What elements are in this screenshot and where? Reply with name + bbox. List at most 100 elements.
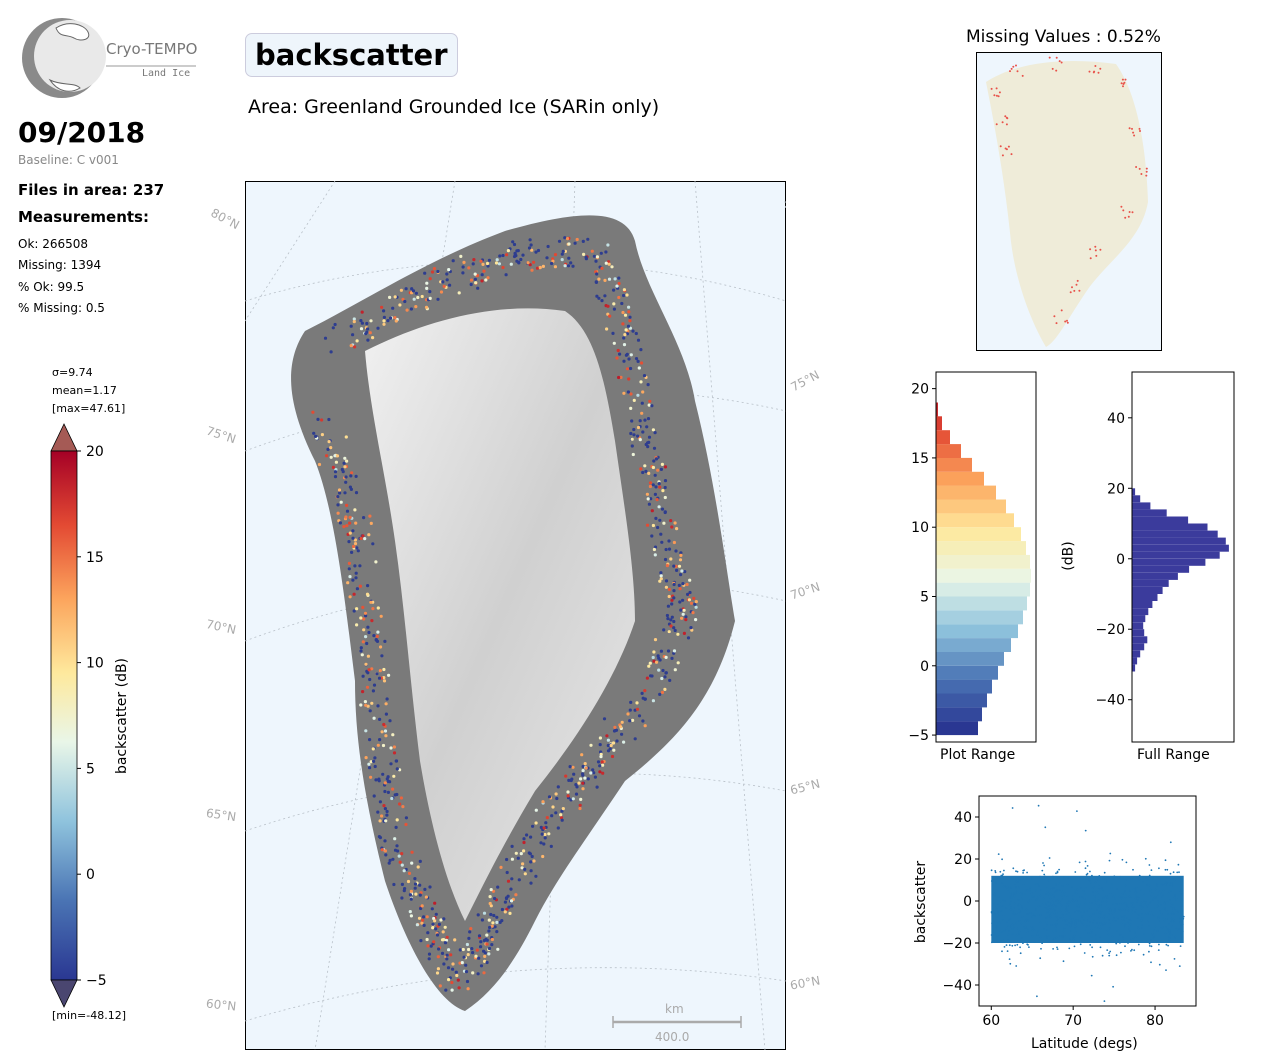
lat-label-right: 65°N — [788, 776, 822, 798]
baseline-text: Baseline: C v001 — [18, 153, 119, 167]
scatter-point — [1101, 899, 1104, 902]
track-point — [327, 440, 331, 444]
histogram-bar — [1132, 664, 1136, 672]
missing-point — [995, 94, 998, 97]
track-point — [400, 896, 404, 900]
scatter-point — [1052, 904, 1055, 907]
scatter-point — [1075, 892, 1078, 895]
scatter-point — [1025, 908, 1028, 911]
track-point — [688, 578, 692, 582]
track-point — [509, 262, 513, 266]
track-point — [333, 475, 338, 479]
track-point — [447, 948, 451, 952]
track-point — [664, 547, 668, 552]
track-point — [636, 425, 641, 430]
track-point — [503, 900, 507, 904]
x-tick-label: 60 — [982, 1013, 1000, 1029]
track-point — [510, 844, 514, 849]
scatter-point — [1013, 925, 1016, 928]
scatter-point — [1076, 888, 1079, 891]
scatter-point — [1082, 896, 1085, 898]
scatter-point — [1101, 954, 1104, 957]
track-point — [359, 536, 363, 541]
scatter-point — [1172, 908, 1175, 911]
track-point — [637, 366, 641, 370]
scatter-point — [1069, 924, 1072, 927]
histogram-frame — [935, 371, 1037, 743]
scatter-point — [1019, 952, 1022, 955]
scatter-point — [1055, 915, 1058, 918]
scatter-point — [1123, 918, 1125, 921]
track-point — [652, 547, 656, 552]
scatter-point — [1176, 871, 1179, 874]
scatter-point — [1069, 902, 1072, 905]
track-point — [582, 252, 586, 256]
scatter-point — [990, 869, 993, 872]
scatter-point — [1143, 932, 1145, 935]
track-point — [374, 778, 378, 782]
scatter-point — [1026, 920, 1029, 923]
track-point — [378, 738, 382, 742]
track-point — [529, 881, 533, 885]
y-tick-label: 10 — [911, 520, 929, 536]
histogram-bar — [936, 499, 1006, 514]
track-point — [667, 594, 671, 599]
track-point — [365, 321, 369, 326]
track-point — [667, 547, 672, 551]
scatter-point — [1175, 899, 1177, 902]
missing-point — [1069, 291, 1072, 294]
scatter-point — [1066, 902, 1068, 904]
scatter-point — [1058, 889, 1061, 891]
colorbar-tick-label: 15 — [86, 550, 104, 566]
track-point — [600, 266, 604, 270]
missing-point — [1016, 70, 1019, 73]
scatter-point — [1115, 903, 1118, 905]
scatter-point — [1068, 947, 1071, 950]
scatter-point — [1103, 871, 1106, 874]
scatter-point — [1009, 877, 1012, 879]
scatter-point — [1120, 897, 1123, 900]
track-point — [652, 459, 656, 463]
track-point — [361, 534, 365, 538]
missing-point — [1120, 205, 1123, 208]
y-tick-label: 5 — [920, 589, 929, 605]
track-point — [375, 672, 379, 676]
scatter-point — [1082, 923, 1085, 926]
scatter-point — [1035, 908, 1037, 911]
track-point — [401, 805, 405, 809]
scatter-point — [1011, 933, 1014, 935]
scatter-point — [1045, 917, 1048, 919]
track-point — [353, 542, 358, 546]
track-point — [604, 261, 608, 265]
scatter-point — [1158, 867, 1160, 870]
scatter-point — [1136, 917, 1139, 919]
track-point — [528, 238, 532, 242]
scatter-point — [1014, 923, 1017, 926]
missing-point — [1048, 56, 1051, 59]
missing-point — [1097, 71, 1100, 74]
scatter-point — [1003, 930, 1006, 932]
scatter-point — [1102, 896, 1105, 898]
missing-point — [1092, 71, 1095, 74]
track-point — [664, 585, 668, 589]
track-point — [694, 600, 698, 604]
scatter-point — [1055, 936, 1058, 939]
track-point — [654, 660, 659, 664]
scatter-point — [1140, 907, 1143, 910]
track-point — [592, 254, 596, 258]
scatter-point — [1021, 897, 1023, 900]
scatter-point — [1039, 921, 1042, 924]
track-point — [637, 714, 642, 718]
track-point — [314, 434, 318, 438]
track-point — [640, 361, 644, 365]
histogram-bar — [1132, 495, 1141, 503]
track-point — [384, 853, 388, 857]
track-point — [662, 521, 666, 525]
scatter-point — [1167, 892, 1170, 895]
track-point — [385, 813, 389, 817]
y-tick-label: −40 — [942, 978, 972, 994]
scatter-point — [1135, 892, 1137, 895]
missing-point — [1145, 167, 1148, 170]
scatter-point — [1036, 933, 1039, 936]
scatter-point — [1074, 927, 1076, 930]
